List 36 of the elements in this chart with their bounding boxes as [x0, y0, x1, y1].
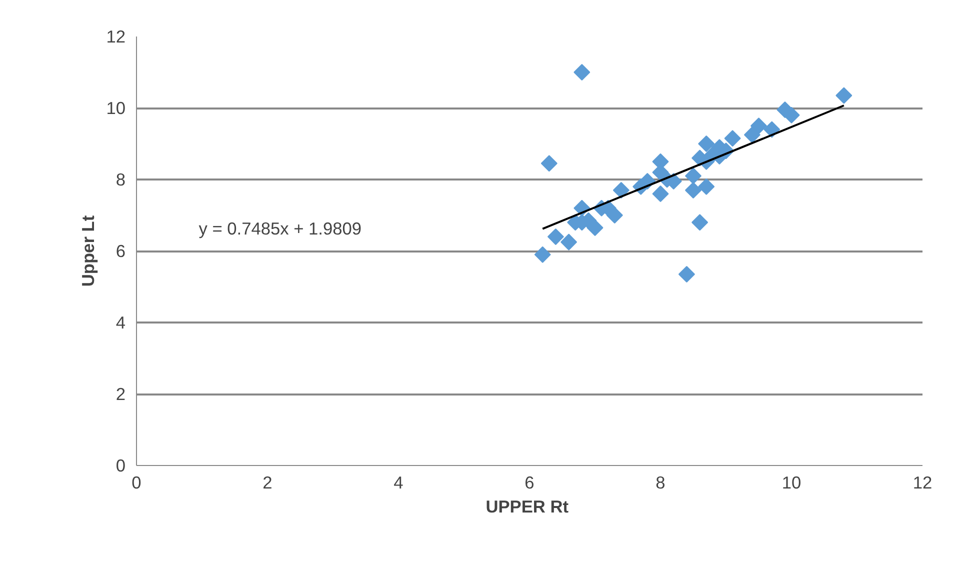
x-axis-title: UPPER Rt — [486, 496, 569, 516]
x-tick-label: 0 — [132, 472, 142, 492]
point — [612, 182, 630, 199]
point — [547, 228, 564, 245]
x-tick-label: 12 — [912, 472, 932, 492]
point — [652, 186, 669, 202]
point — [606, 206, 623, 224]
point — [684, 182, 702, 199]
y-tick-label: 8 — [116, 170, 126, 190]
y-axis-title: Upper Lt — [78, 215, 98, 287]
x-tick-label: 2 — [262, 472, 272, 492]
x-tick-label: 6 — [524, 472, 534, 492]
point — [724, 130, 741, 147]
point — [698, 178, 715, 195]
annotation: y = 0.7485x + 1.9809 — [198, 218, 362, 238]
y-tick-label: 10 — [106, 98, 126, 118]
x-tick-label: 4 — [394, 472, 404, 492]
point — [698, 135, 715, 152]
x-tick-label: 10 — [782, 472, 802, 492]
y-tick-label: 2 — [116, 384, 126, 404]
point — [684, 168, 702, 184]
point — [540, 155, 558, 172]
point — [534, 246, 551, 263]
x-tick-label: 8 — [656, 472, 666, 492]
point — [750, 118, 768, 134]
point — [678, 266, 695, 283]
point — [692, 214, 708, 231]
point — [586, 219, 604, 236]
y-tick-label: 12 — [106, 26, 126, 46]
y-tick-label: 4 — [116, 312, 126, 332]
point — [836, 87, 852, 104]
point — [574, 64, 590, 81]
point — [560, 234, 578, 250]
point — [764, 121, 780, 138]
y-tick-label: 6 — [116, 241, 126, 261]
y-tick-label: 0 — [116, 456, 126, 476]
